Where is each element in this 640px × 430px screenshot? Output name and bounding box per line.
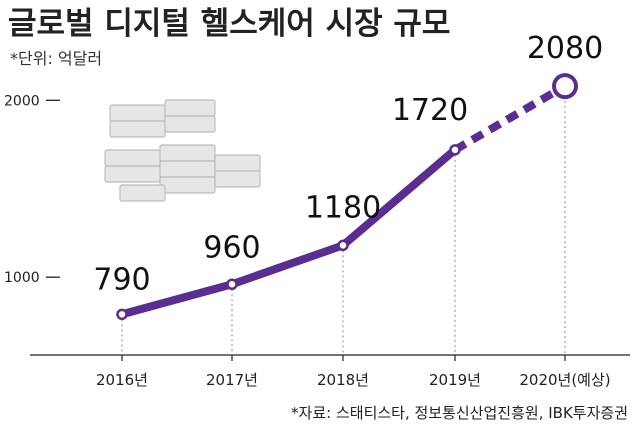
data-point (226, 278, 238, 290)
data-label: 790 (93, 262, 150, 297)
data-point (449, 144, 461, 156)
data-label: 1720 (392, 93, 468, 128)
data-labels: 790 960 1180 1720 2080 (93, 31, 603, 297)
chart-title: 글로벌 디지털 헬스케어 시장 규모 (8, 6, 450, 42)
x-tick-label: 2020년(예상) (519, 371, 610, 389)
y-tick-label: 1000 (4, 270, 40, 286)
money-stack-icon (104, 99, 261, 202)
x-tick-label: 2017년 (206, 371, 258, 389)
unit-note: *단위: 억달러 (10, 49, 102, 68)
projected-segment (452, 82, 568, 154)
x-tick-label: 2018년 (317, 371, 369, 389)
data-label: 960 (203, 230, 260, 265)
data-label: 1180 (305, 190, 381, 225)
line-segment (339, 145, 459, 250)
x-tick-label: 2016년 (96, 371, 148, 389)
data-point (116, 308, 128, 321)
data-label: 2080 (527, 31, 603, 66)
data-point (337, 239, 349, 252)
line-segment (228, 241, 347, 289)
line-segment (118, 280, 236, 319)
source-note: *자료: 스태티스타, 정보통신산업진흥원, IBK투자증권 (291, 404, 628, 422)
y-tick-label: 2000 (4, 93, 40, 109)
data-point-projected (552, 73, 578, 100)
series-line (116, 73, 578, 321)
axes: 1000 2000 2016년 2017년 2018년 2019년 2020년(예상) (4, 86, 630, 389)
x-tick-label: 2019년 (429, 371, 481, 389)
